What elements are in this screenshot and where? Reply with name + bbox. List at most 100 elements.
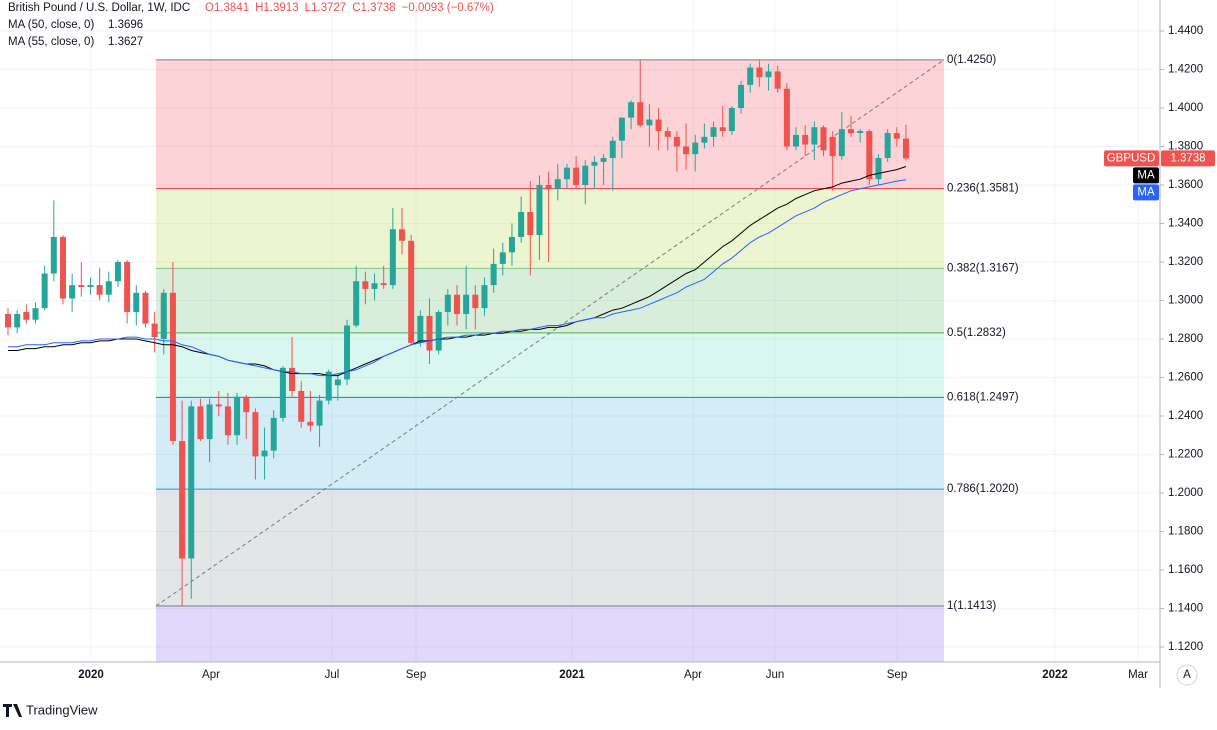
candle-body	[408, 240, 415, 343]
y-tick-label: 1.1800	[1168, 526, 1203, 538]
candle-body	[69, 285, 76, 299]
fib-level-label: 0.5(1.2832)	[947, 327, 1006, 339]
y-tick-label: 1.3200	[1168, 256, 1203, 268]
candle-body	[50, 236, 57, 274]
chart-title: British Pound / U.S. Dollar, 1W, IDC	[8, 2, 190, 14]
candle-body	[692, 142, 699, 155]
candle-body	[472, 294, 479, 309]
candle-body	[618, 117, 625, 141]
price-tag-bg	[1161, 150, 1215, 167]
candle-body	[884, 133, 891, 159]
ohlc-value: H1.3913	[255, 2, 298, 14]
candle-body	[124, 261, 131, 313]
candle-body	[866, 131, 873, 180]
y-tick-label: 1.1600	[1168, 564, 1203, 576]
candle-body	[554, 179, 561, 189]
x-tick-label: 2020	[78, 669, 104, 681]
candle-body	[683, 146, 690, 155]
candle-body	[838, 129, 845, 157]
candle-body	[536, 184, 543, 236]
candle-body	[857, 131, 864, 134]
y-tick-label: 1.4400	[1168, 25, 1203, 37]
fib-trend-line	[155, 59, 945, 607]
candle-body	[197, 406, 204, 440]
candle-body	[243, 396, 250, 413]
candle-body	[133, 292, 140, 313]
fib-band	[156, 397, 944, 490]
candle-body	[151, 323, 158, 338]
y-tick-label: 1.4000	[1168, 102, 1203, 114]
candle-body	[371, 283, 378, 289]
candle-body	[224, 406, 231, 436]
price-tag: 1.3738	[1170, 152, 1205, 164]
candle-body	[215, 404, 222, 407]
candle-body	[802, 134, 809, 145]
y-tick-label: 1.4200	[1168, 64, 1203, 76]
candle-body	[774, 71, 781, 89]
candle-body	[609, 140, 616, 159]
ohlc-value: O1.3841	[205, 2, 249, 14]
fib-band	[156, 332, 944, 398]
candle-body	[591, 161, 598, 166]
candle-body	[527, 211, 534, 236]
candle-body	[573, 167, 580, 185]
candle-body	[600, 158, 607, 162]
y-tick-label: 1.3600	[1168, 179, 1203, 191]
candle-body	[820, 127, 827, 151]
y-tick-label: 1.2600	[1168, 372, 1203, 384]
candle-body	[399, 229, 406, 241]
candle-body	[316, 400, 323, 426]
candle-body	[59, 236, 66, 299]
candle-body	[142, 292, 149, 324]
auto-scale-button[interactable]	[1176, 664, 1198, 686]
candle-body	[646, 119, 653, 126]
fib-level-label: 0.618(1.2497)	[947, 391, 1019, 403]
candle-body	[628, 102, 635, 118]
x-tick-label: 2022	[1042, 669, 1068, 681]
candle-body	[655, 119, 662, 132]
candle-body	[426, 315, 433, 351]
candle-body	[637, 102, 644, 126]
y-tick-label: 1.3400	[1168, 218, 1203, 230]
fib-band	[156, 188, 944, 269]
candle-body	[756, 67, 763, 78]
candle-body	[289, 367, 296, 391]
price-tag-symbol: GBPUSD	[1107, 152, 1156, 164]
y-tick-label: 1.2400	[1168, 410, 1203, 422]
candle-body	[362, 281, 369, 289]
candle-body	[747, 67, 754, 85]
x-tick-label: Jul	[325, 669, 340, 681]
ma-tag: MA	[1137, 169, 1155, 181]
candle-body	[380, 283, 387, 286]
candle-body	[783, 88, 790, 147]
candle-body	[481, 285, 488, 309]
candle-body	[435, 312, 442, 351]
y-tick-label: 1.1200	[1168, 641, 1203, 653]
candle-body	[344, 325, 351, 380]
candle-body	[14, 313, 21, 328]
candle-body	[728, 107, 735, 132]
x-tick-label: 2021	[559, 669, 585, 681]
x-tick-label: Apr	[684, 669, 702, 681]
auto-scale-label[interactable]: A	[1183, 669, 1191, 681]
candle-body	[270, 417, 277, 451]
ohlc-value: L1.3727	[305, 2, 347, 14]
candle-body	[279, 367, 286, 418]
candle-body	[32, 308, 39, 320]
candle-body	[463, 294, 470, 314]
candle-body	[5, 313, 11, 328]
candle-body	[87, 285, 94, 288]
x-tick-label: Apr	[202, 669, 220, 681]
y-tick-label: 1.2000	[1168, 487, 1203, 499]
candle-body	[353, 281, 360, 326]
ma-tag-bg	[1133, 184, 1159, 201]
candle-body	[902, 138, 909, 159]
candle-body	[114, 261, 121, 282]
candle-body	[234, 396, 241, 436]
candle-body	[673, 136, 680, 147]
candle-body	[719, 127, 726, 132]
candle-body	[298, 390, 305, 422]
candle-body	[508, 236, 515, 253]
ma-tag-bg	[1133, 167, 1159, 184]
candle-body	[23, 312, 30, 320]
